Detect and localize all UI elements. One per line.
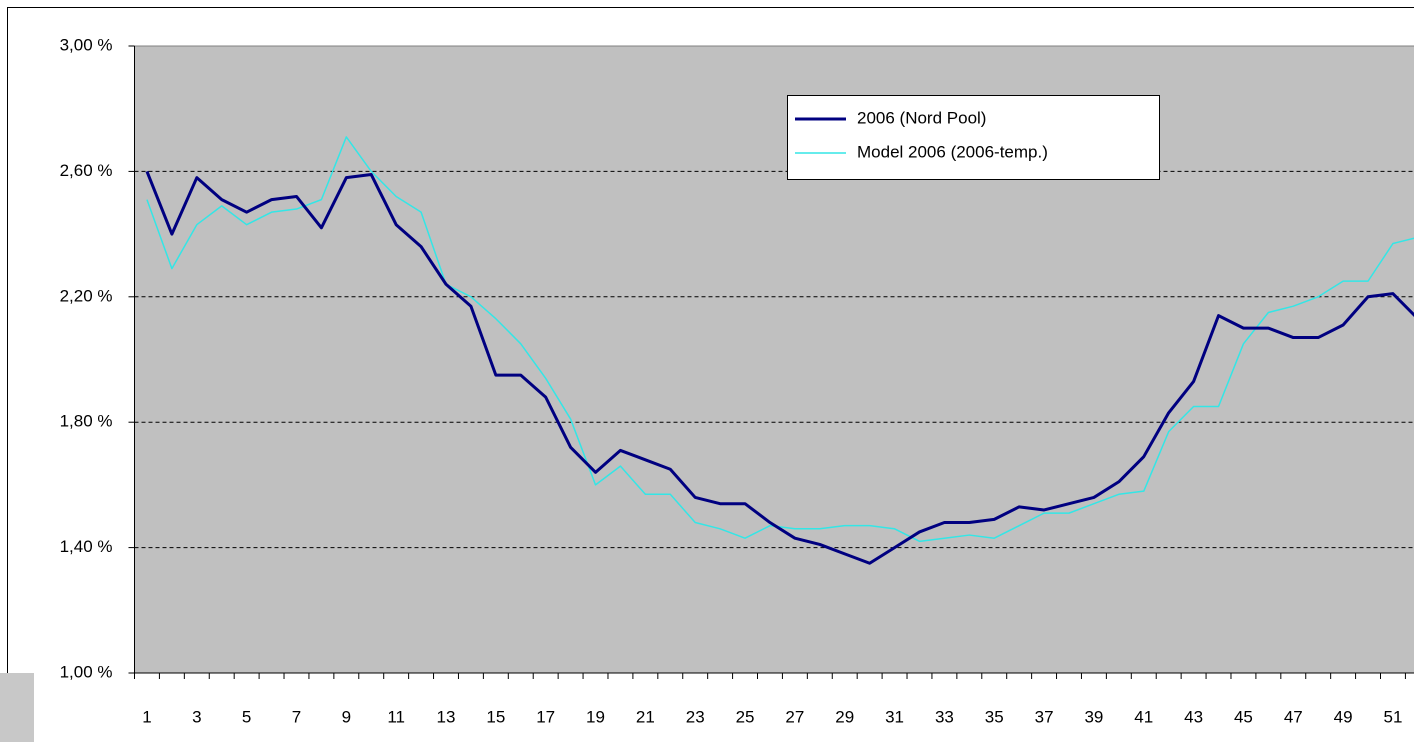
chart-frame (7, 7, 1414, 742)
x-tick-label: 39 (1084, 707, 1103, 726)
x-tick-label: 41 (1134, 707, 1153, 726)
x-tick-label: 23 (686, 707, 705, 726)
plot-area (134, 45, 1414, 674)
x-tick-label: 5 (242, 707, 251, 726)
legend-label: 2006 (Nord Pool) (857, 108, 986, 127)
legend-label: Model 2006 (2006-temp.) (857, 142, 1048, 161)
lines (145, 136, 1414, 565)
x-tick-label: 29 (835, 707, 854, 726)
x-tick-label: 19 (586, 707, 605, 726)
x-tick-label: 43 (1184, 707, 1203, 726)
x-tick-label: 33 (935, 707, 954, 726)
series-line (145, 170, 1414, 565)
x-tick-label: 35 (985, 707, 1004, 726)
legend: 2006 (Nord Pool) Model 2006 (2006-temp.) (787, 95, 1160, 180)
x-tick-label: 31 (885, 707, 904, 726)
x-tick-label: 9 (342, 707, 351, 726)
x-tick-label: 15 (486, 707, 505, 726)
x-tick-label: 25 (736, 707, 755, 726)
x-tick-label: 13 (437, 707, 456, 726)
y-tick-label: 1,80 % (60, 412, 113, 431)
legend-box (787, 95, 1160, 180)
corner-block (0, 673, 34, 742)
y-tick-label: 2,60 % (60, 161, 113, 180)
x-tick-label: 17 (536, 707, 555, 726)
x-tick-label: 7 (292, 707, 301, 726)
axes: 1,00 %1,40 %1,80 %2,20 %2,60 %3,00 %1 3 5 7… (60, 35, 1414, 726)
y-tick-label: 3,00 % (60, 35, 113, 54)
x-tick-label: 37 (1035, 707, 1054, 726)
y-tick-label: 1,40 % (60, 537, 113, 556)
series-line (146, 136, 1414, 543)
x-tick-label: 1 (142, 707, 151, 726)
x-tick-label: 45 (1234, 707, 1253, 726)
x-tick-label: 49 (1334, 707, 1353, 726)
x-tick-label: 11 (387, 707, 405, 726)
y-tick-label: 1,00 % (60, 662, 113, 681)
x-tick-label: 47 (1284, 707, 1303, 726)
x-tick-label: 27 (785, 707, 804, 726)
x-tick-label: 51 (1383, 707, 1402, 726)
x-tick-label: 21 (636, 707, 655, 726)
y-tick-label: 2,20 % (60, 286, 113, 305)
x-tick-label: 3 (192, 707, 201, 726)
